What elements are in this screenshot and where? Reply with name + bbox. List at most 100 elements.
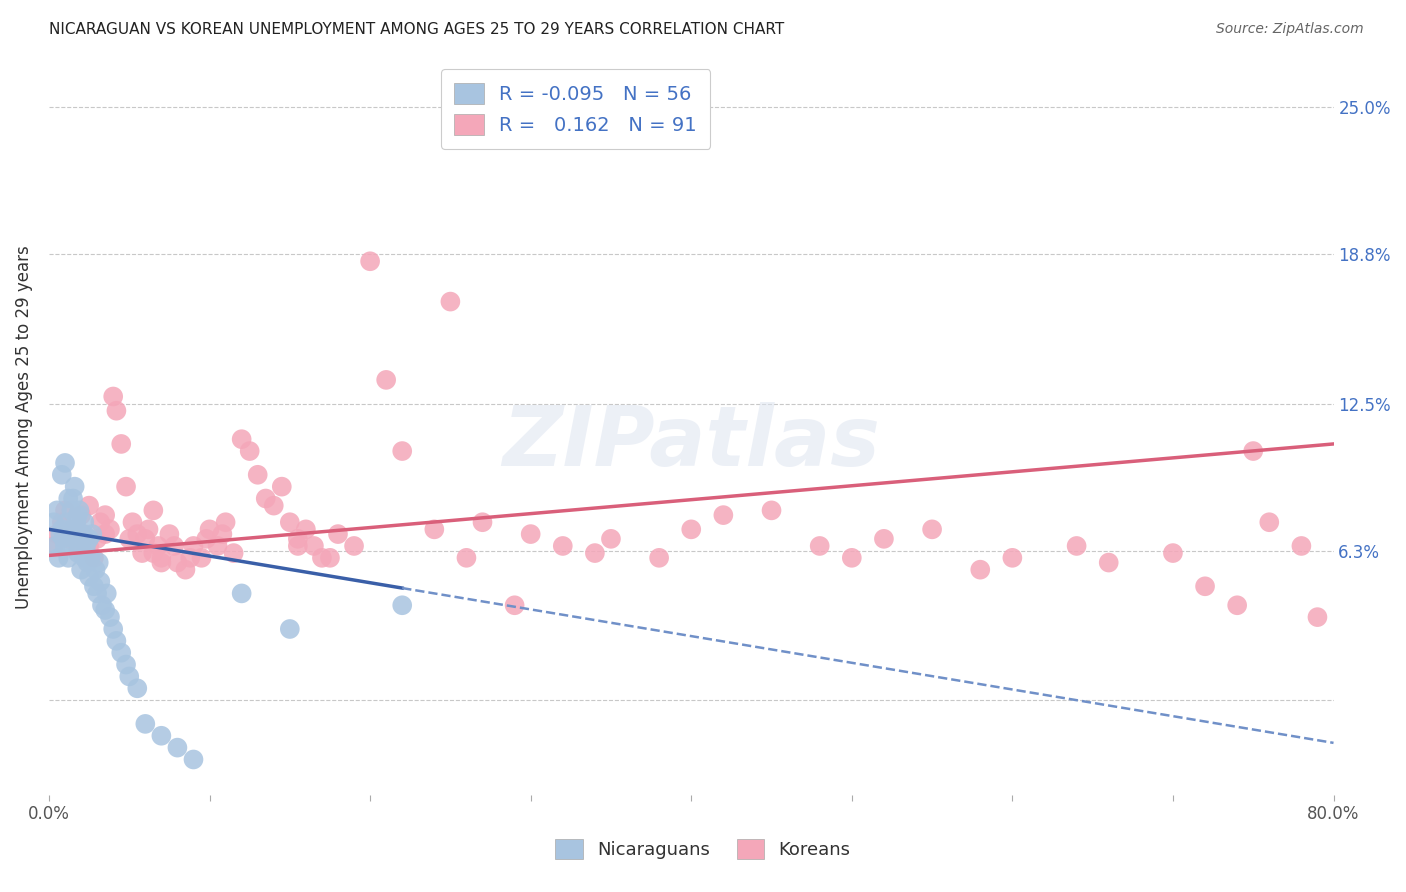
Point (46, 503, 69, 517)
Point (98, 610, 121, 624)
Point (391, 599, 413, 613)
Point (157, 527, 180, 541)
Point (80, 550, 103, 565)
Point (63, 480, 86, 494)
Point (66, 508, 89, 522)
Point (98, 522, 121, 536)
Point (969, 563, 991, 577)
Point (841, 550, 863, 565)
Point (302, 539, 325, 553)
Point (62, 491, 84, 506)
Point (681, 522, 703, 536)
Point (183, 752, 205, 766)
Point (207, 539, 229, 553)
Point (53, 539, 76, 553)
Point (278, 515, 301, 529)
Point (69, 503, 91, 517)
Point (115, 657, 138, 672)
Point (239, 444, 262, 458)
Point (66, 546, 89, 560)
Point (77, 570, 100, 584)
Point (51, 467, 73, 482)
Legend: R = -0.095   N = 56, R =   0.162   N = 91: R = -0.095 N = 56, R = 0.162 N = 91 (441, 70, 710, 149)
Point (503, 599, 526, 613)
Point (375, 373, 398, 387)
Point (287, 539, 309, 553)
Point (83, 550, 105, 565)
Point (46, 527, 69, 541)
Point (103, 622, 125, 636)
Point (711, 508, 734, 522)
Point (115, 480, 138, 494)
Point (70, 508, 93, 522)
Point (146, 539, 169, 553)
Point (1001, 550, 1024, 565)
Point (51, 515, 73, 529)
Point (73, 515, 96, 529)
Point (873, 532, 896, 546)
Point (246, 467, 269, 482)
Point (138, 522, 160, 536)
Point (51, 522, 73, 536)
Point (1291, 539, 1313, 553)
Point (53, 503, 76, 517)
Point (211, 527, 233, 541)
Point (600, 532, 623, 546)
Point (75, 539, 97, 553)
Point (166, 556, 188, 570)
Point (1258, 515, 1281, 529)
Point (326, 527, 349, 541)
Point (761, 503, 783, 517)
Point (73, 550, 96, 565)
Point (471, 515, 494, 529)
Point (82, 527, 104, 541)
Point (278, 622, 301, 636)
Point (222, 546, 245, 560)
Point (87, 556, 110, 570)
Point (231, 432, 253, 446)
Point (808, 539, 831, 553)
Point (58, 532, 80, 546)
Point (118, 669, 141, 683)
Point (423, 522, 446, 536)
Point (439, 294, 461, 309)
Point (142, 503, 165, 517)
Point (62, 522, 84, 536)
Point (295, 522, 318, 536)
Point (150, 556, 173, 570)
Point (110, 646, 132, 660)
Point (94, 603, 117, 617)
Point (263, 499, 285, 513)
Point (105, 633, 128, 648)
Point (66, 539, 89, 553)
Point (55, 515, 77, 529)
Point (391, 444, 413, 458)
Point (142, 546, 165, 560)
Point (921, 522, 943, 536)
Point (179, 550, 201, 565)
Point (1066, 539, 1088, 553)
Point (183, 539, 205, 553)
Point (190, 550, 212, 565)
Point (70, 539, 93, 553)
Point (359, 254, 381, 268)
Point (198, 522, 221, 536)
Point (73, 527, 96, 541)
Point (231, 586, 253, 600)
Point (551, 539, 574, 553)
Point (70, 563, 93, 577)
Y-axis label: Unemployment Among Ages 25 to 29 years: Unemployment Among Ages 25 to 29 years (15, 245, 32, 609)
Point (60, 503, 83, 517)
Point (150, 550, 173, 565)
Point (44, 539, 66, 553)
Point (94, 508, 117, 522)
Point (96, 586, 118, 600)
Point (42, 515, 65, 529)
Point (150, 729, 173, 743)
Text: NICARAGUAN VS KOREAN UNEMPLOYMENT AMONG AGES 25 TO 29 YEARS CORRELATION CHART: NICARAGUAN VS KOREAN UNEMPLOYMENT AMONG … (49, 22, 785, 37)
Point (58, 491, 80, 506)
Point (1226, 599, 1249, 613)
Point (319, 550, 342, 565)
Point (1241, 444, 1264, 458)
Point (131, 546, 153, 560)
